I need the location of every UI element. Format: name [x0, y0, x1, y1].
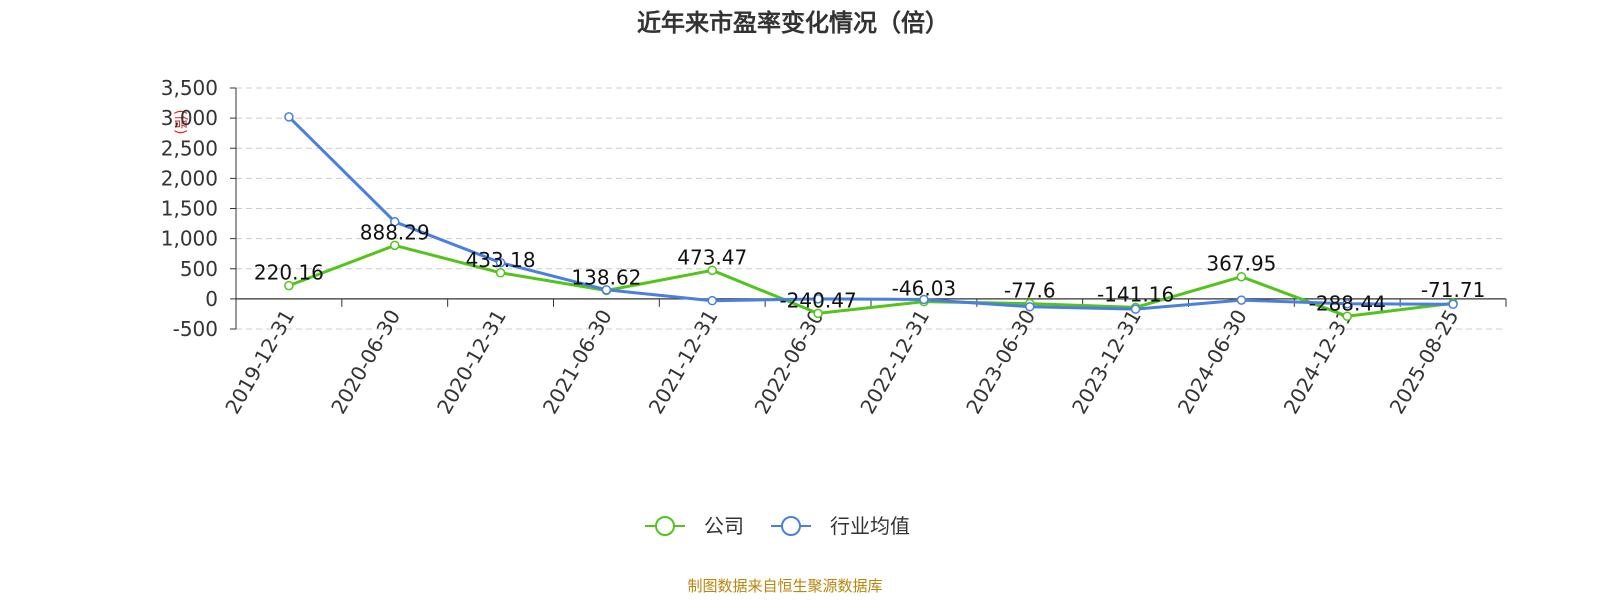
legend-marker: [655, 516, 675, 536]
x-tick-label: 2022-12-31: [855, 305, 934, 418]
series-lines: [287, 115, 1454, 318]
x-tick-label: 2025-08-25: [1385, 305, 1464, 418]
data-point: [284, 280, 294, 291]
data-point: [495, 268, 506, 278]
y-tick-label: 2,000: [161, 166, 218, 190]
data-label: 473.47: [677, 245, 747, 269]
data-label: -46.03: [892, 277, 956, 301]
data-point: [1130, 304, 1141, 314]
data-label: 367.95: [1206, 252, 1276, 276]
chart-title: 近年来市盈率变化情况（倍）: [637, 9, 949, 37]
data-label: 220.16: [254, 261, 324, 285]
x-tick-label: 2021-12-31: [644, 305, 723, 418]
data-point: [495, 257, 506, 268]
data-point: [390, 240, 400, 251]
data-label: 433.18: [466, 248, 536, 272]
data-label: -71.71: [1421, 278, 1485, 302]
legend-label: 行业均值: [830, 514, 910, 538]
data-point: [813, 294, 823, 304]
x-tick-label: 2023-12-31: [1067, 305, 1146, 418]
y-axis-unit: (倍): [172, 110, 188, 135]
data-point: [1236, 295, 1247, 305]
data-point: [1448, 299, 1458, 310]
x-tick-label: 2021-06-30: [538, 305, 617, 418]
data-label: -77.6: [1004, 279, 1056, 303]
legend[interactable]: 公司 行业均值: [645, 514, 910, 538]
y-tick-labels: 3,500 3,000 2,500 2,000 1,500 1,000 500 0 -500: [161, 76, 218, 341]
y-tick-label: 0: [205, 287, 218, 311]
data-point: [284, 112, 294, 122]
data-label: -288.44: [1309, 291, 1386, 315]
x-tick-label: 2020-06-30: [326, 305, 405, 418]
x-tick-labels: 2019-12-31 2020-06-30 2020-12-31 2021-06-30…: [220, 305, 1463, 418]
x-tick-label: 2019-12-31: [220, 305, 299, 418]
data-point: [919, 294, 929, 305]
y-tick-label: 1,000: [161, 227, 218, 251]
x-tick-label: 2020-12-31: [432, 305, 511, 418]
data-point: [1342, 298, 1352, 309]
series-line-2: [287, 115, 1454, 311]
x-tick-label: 2024-12-31: [1279, 305, 1358, 418]
data-labels: 220.16 888.29 433.18 138.62 473.47 -240.47 -46…: [254, 220, 1485, 315]
data-label: -240.47: [779, 288, 856, 312]
legend-item-2[interactable]: 行业均值: [771, 514, 910, 538]
data-label: 888.29: [360, 220, 430, 244]
x-tick-label: 2023-06-30: [961, 305, 1040, 418]
data-point: [813, 308, 823, 319]
y-tick-label: 500: [180, 257, 218, 281]
grid-lines: [236, 87, 1506, 330]
y-tick-label: 2,500: [161, 136, 218, 160]
data-point: [1342, 311, 1352, 322]
y-tick-label: 3,500: [161, 76, 218, 100]
data-point: [707, 265, 717, 276]
series-points: [284, 112, 1458, 322]
data-point: [707, 295, 717, 306]
legend-item-1[interactable]: 公司: [645, 514, 744, 538]
legend-label: 公司: [704, 514, 744, 538]
data-label: -141.16: [1097, 282, 1174, 306]
data-label: 138.62: [571, 266, 641, 290]
data-point: [601, 285, 612, 295]
data-source-note: 制图数据来自恒生聚源数据库: [687, 577, 882, 595]
x-tick-label: 2024-06-30: [1173, 305, 1252, 418]
data-point: [1236, 271, 1247, 282]
legend-marker: [781, 516, 801, 536]
data-point: [390, 217, 400, 227]
y-tick-label: -500: [173, 317, 218, 341]
series-line-1: [288, 243, 1454, 318]
x-tick-label: 2022-06-30: [750, 305, 829, 418]
data-point: [1025, 301, 1035, 312]
y-tick-label: 1,500: [161, 197, 218, 221]
y-tick-label: 3,000: [161, 106, 218, 130]
